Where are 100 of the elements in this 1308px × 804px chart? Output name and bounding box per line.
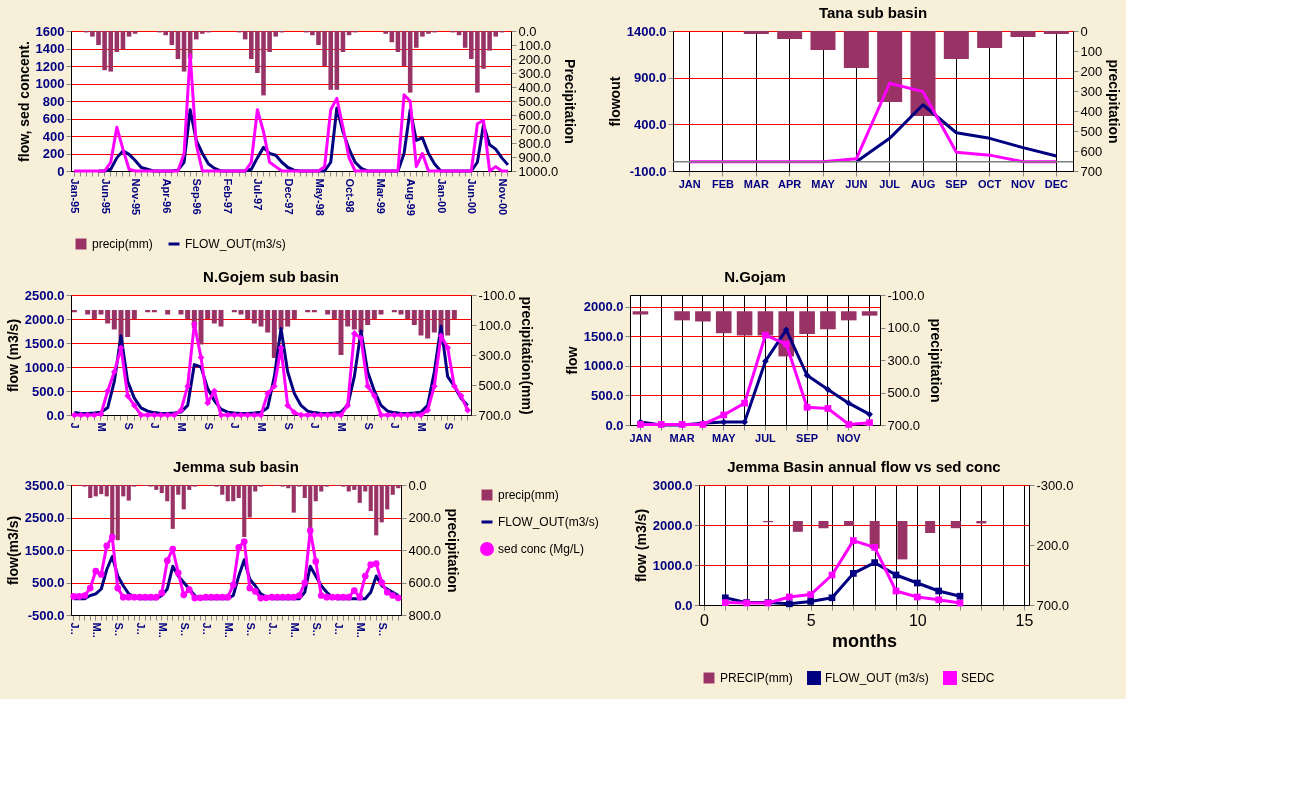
chart-title: N.Gojam [724, 268, 786, 285]
point [246, 584, 254, 592]
y2-tick-label: 300.0 [478, 347, 512, 363]
y2-tick-label: 500.0 [478, 377, 512, 393]
point [70, 593, 78, 600]
point [229, 581, 237, 589]
x-tick-label: MAY [712, 431, 737, 444]
point [163, 557, 171, 565]
y-tick-label: 3500.0 [24, 477, 65, 493]
bar [131, 310, 137, 319]
point [290, 409, 298, 416]
x-tick-label: S [362, 422, 375, 430]
y2-tick-label: 300.0 [518, 65, 552, 81]
x-tick-label: Aug-99 [405, 178, 418, 216]
y2-tick-label: 100.0 [518, 37, 552, 53]
x-tick-label: S.. [310, 622, 323, 636]
x-tick-label: M [336, 422, 348, 432]
y2-tick-label: 0.0 [408, 477, 427, 493]
y-tick-label: 400 [42, 128, 65, 144]
y-tick-label: 1000.0 [583, 358, 624, 374]
x-tick-label: J.. [266, 622, 279, 635]
x-tick-label: Mar-99 [374, 178, 387, 214]
x-tick-label: J [309, 422, 322, 429]
point [807, 598, 815, 605]
bar [378, 310, 384, 315]
x-tick-label: Oct-98 [344, 178, 357, 213]
bar [291, 310, 297, 319]
point [184, 382, 192, 390]
x-tick-label: OCT [978, 177, 1002, 190]
y2-tick-label: 0 [1080, 23, 1088, 39]
bar [371, 310, 377, 319]
bar [383, 31, 389, 34]
y2-tick-label: 400.0 [408, 542, 442, 558]
bar [861, 311, 878, 316]
point [464, 406, 472, 414]
point [301, 579, 309, 587]
y2-tick-label: 800.0 [408, 607, 442, 623]
y2-tick-label: 600.0 [408, 575, 442, 590]
point [237, 411, 245, 419]
x-tick-label: Jan-00 [435, 178, 448, 214]
point [935, 587, 943, 595]
y-tick-label: 1200 [35, 58, 65, 74]
x-tick-label: JAN [678, 177, 701, 190]
y-tick-label: 400.0 [633, 116, 667, 132]
point [158, 589, 166, 597]
point [361, 572, 369, 580]
chart-title: Jemma Basin annual flow vs sed conc [727, 458, 1001, 475]
point [378, 579, 386, 586]
y-tick-label: 1000.0 [24, 359, 65, 375]
point [720, 411, 728, 419]
legend-label: PRECIP(mm) [720, 671, 793, 685]
x-tick-label: Sep-96 [191, 178, 204, 215]
point [235, 544, 243, 551]
bar [145, 310, 151, 313]
point [430, 382, 438, 390]
x-tick-label: J [149, 422, 162, 429]
point [807, 591, 815, 598]
point [344, 402, 352, 409]
x-tick-label: J.. [332, 622, 345, 635]
bar [950, 521, 961, 529]
x-tick-label: Apr-96 [160, 178, 173, 214]
bar [897, 521, 908, 560]
point [356, 593, 364, 601]
y-tick-label: 0.0 [674, 597, 693, 613]
x-tick-label: NOV [1011, 177, 1036, 190]
y2-tick-label: -300.0 [1036, 477, 1074, 493]
point [394, 594, 402, 602]
point [81, 592, 89, 599]
x-tick-label: J.. [68, 622, 81, 635]
point [824, 405, 832, 412]
line-series [854, 103, 1058, 164]
x-tick-label: APR [778, 177, 802, 190]
y2-tick-label: 800.0 [518, 135, 552, 151]
bar [411, 310, 417, 325]
y-tick-label: 0.0 [605, 417, 624, 433]
y2-tick-label: -100.0 [887, 287, 925, 303]
point [124, 392, 132, 400]
y2-tick-label: 700.0 [518, 121, 552, 137]
bar [843, 31, 869, 68]
point [762, 331, 769, 339]
x-tick-label: AUG [910, 177, 936, 190]
y2-tick-label: 400.0 [518, 79, 552, 95]
point [152, 593, 160, 601]
x-tick-label: MAY [811, 177, 836, 190]
y-tick-label: 1000 [35, 76, 65, 91]
x-tick-label: Nov-00 [496, 178, 509, 216]
x-tick-label: S.. [376, 622, 389, 636]
point [785, 593, 793, 601]
y2-tick-label: 400 [1080, 103, 1103, 119]
y-tick-label: 1400.0 [626, 23, 667, 39]
point [782, 340, 790, 348]
legend-label: sed conc (Mg/L) [498, 542, 585, 556]
y2-axis-title: Precipitation [562, 59, 579, 144]
bar [818, 521, 829, 529]
y2-tick-label: 200.0 [518, 51, 552, 67]
point [372, 560, 380, 567]
point [70, 411, 78, 419]
x-tick-label: SEP [796, 431, 819, 444]
y2-tick-label: 600 [1080, 143, 1103, 159]
point [913, 593, 921, 601]
